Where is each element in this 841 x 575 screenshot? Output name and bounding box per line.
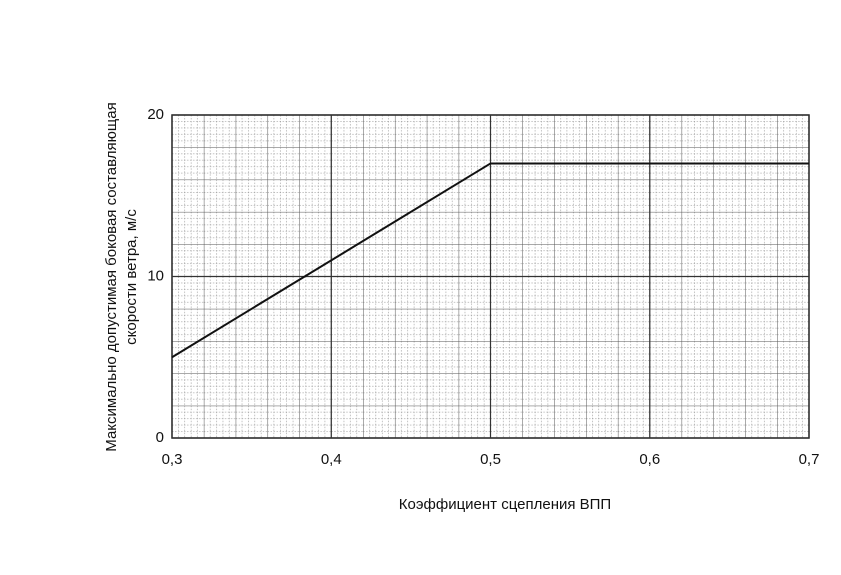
x-tick-label: 0,3 xyxy=(162,451,183,468)
y-tick-label: 20 xyxy=(147,106,164,123)
x-tick-label: 0,4 xyxy=(321,451,342,468)
y-axis-label: скорости ветра, м/с xyxy=(123,209,140,345)
y-axis-label: Максимально допустимая боковая составляю… xyxy=(103,102,120,451)
x-axis-label: Коэффициент сцепления ВПП xyxy=(399,496,611,513)
y-tick-label: 10 xyxy=(147,267,164,284)
y-tick-label: 0 xyxy=(156,429,164,446)
x-tick-label: 0,7 xyxy=(799,451,820,468)
x-tick-label: 0,5 xyxy=(480,451,501,468)
data-line xyxy=(171,162,809,359)
x-tick-label: 0,6 xyxy=(639,451,660,468)
